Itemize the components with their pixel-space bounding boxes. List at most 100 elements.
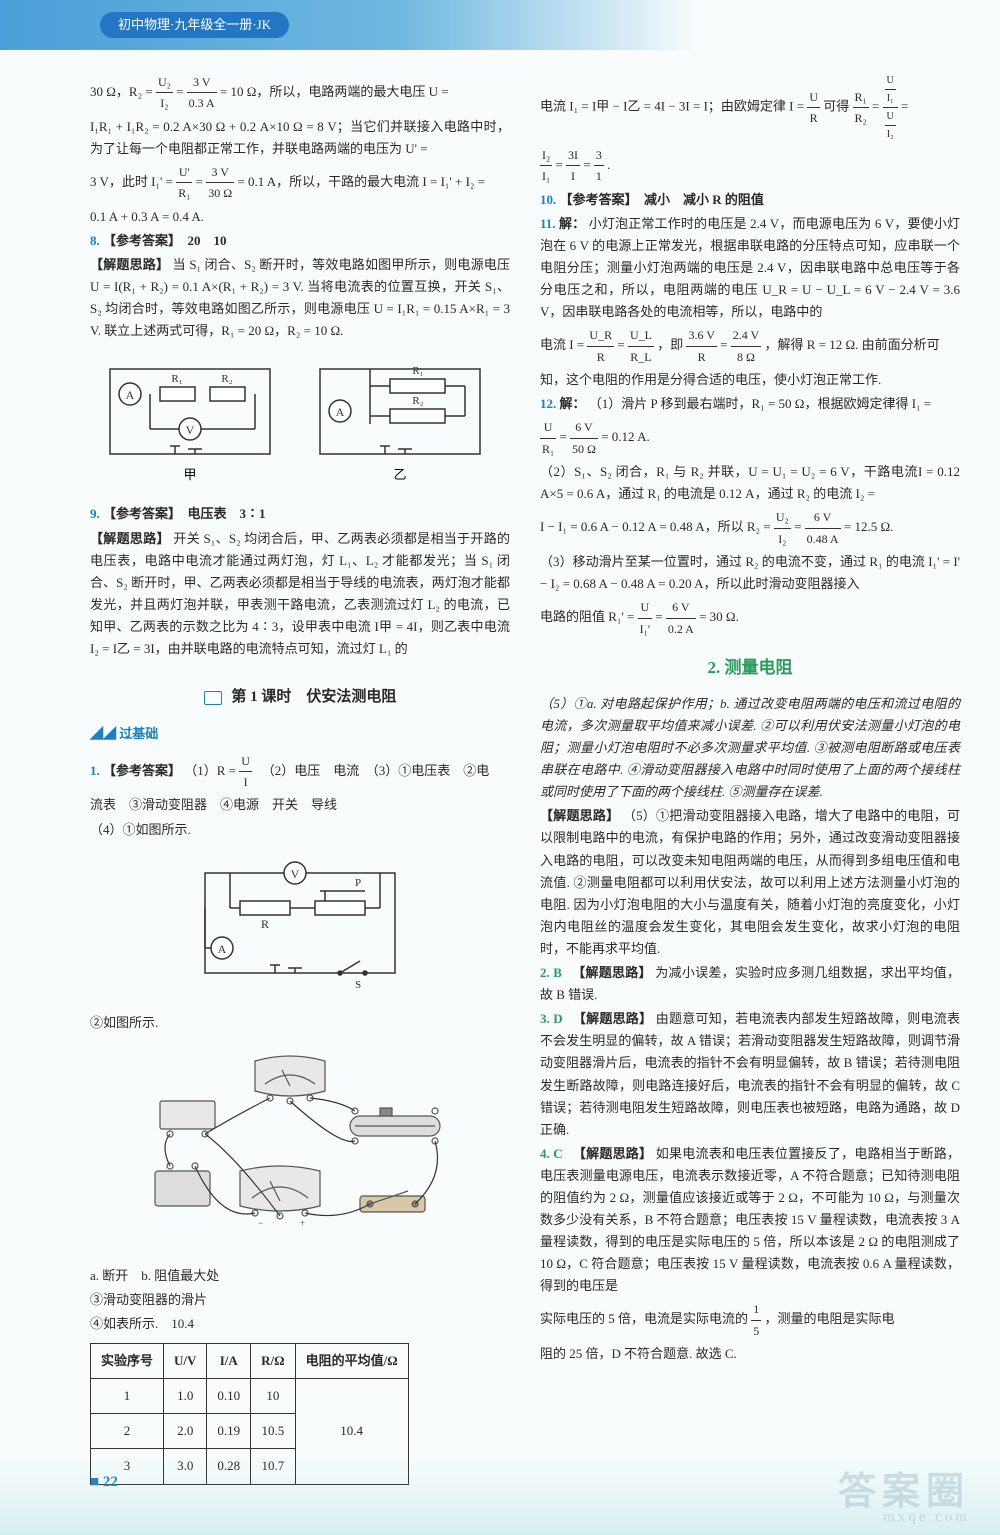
den: 30 Ω <box>206 183 234 203</box>
den: R <box>686 347 716 367</box>
q12-number: 12. <box>540 396 556 411</box>
q4-line2: 实际电压的 5 倍，电流是实际电流的 15 ，测量的电阻是实际电 <box>540 1299 960 1341</box>
apparatus-diagram: − + <box>90 1046 510 1253</box>
num: R₁ <box>853 87 869 108</box>
tv-icon <box>204 691 222 705</box>
text: = <box>555 157 566 172</box>
fraction: UR <box>807 87 820 129</box>
num: U_L <box>628 325 654 346</box>
text: 3 V，此时 I₁' = <box>90 174 176 189</box>
den: 1 <box>594 166 604 186</box>
td: 0.28 <box>207 1449 251 1484</box>
svg-text:P: P <box>355 877 361 889</box>
q1-line3: （4）①如图所示. <box>90 819 510 841</box>
q11: 11. 解： 小灯泡正常工作时的电压是 2.4 V，而电源电压为 6 V，要使小… <box>540 213 960 323</box>
num: U' <box>176 162 192 183</box>
fraction: 3.6 VR <box>686 325 716 367</box>
fraction: R₁R₂ <box>853 87 869 129</box>
fraction: 2.4 V8 Ω <box>731 325 761 367</box>
fraction: U'R₁ <box>176 162 192 204</box>
q4: 4. C 【解题思路】 如果电流表和电压表位置接反了，电路相当于断路，电压表测量… <box>540 1143 960 1298</box>
num: I₂ <box>540 145 552 166</box>
td: 3.0 <box>164 1449 207 1484</box>
fraction: 6 V0.2 A <box>666 597 696 639</box>
q1-3: ③滑动变阻器的滑片 <box>90 1289 510 1311</box>
q8-number: 8. <box>90 233 100 248</box>
apparatus-svg: − + <box>140 1046 460 1246</box>
th: U/V <box>164 1344 207 1379</box>
svg-text:−: − <box>258 1218 263 1228</box>
den: 0.2 A <box>666 619 696 639</box>
num: 3I <box>566 145 580 166</box>
td: 10.7 <box>251 1449 295 1484</box>
circuit-diagrams: A R₁ R₂ V 甲 <box>90 354 510 491</box>
num: U <box>239 751 252 772</box>
text: = <box>872 98 883 113</box>
svg-text:R₂: R₂ <box>412 395 423 407</box>
lesson-title: 第 1 课时 伏安法测电阻 <box>90 685 510 711</box>
page-number: 22 <box>90 1470 118 1496</box>
text: 电流 I₁ = I甲 − I乙 = 4I − 3I = I；由欧姆定律 I = <box>540 98 807 113</box>
num: 3.6 V <box>686 325 716 346</box>
q3-explain-label: 【解题思路】 <box>579 1011 652 1026</box>
den: R <box>587 347 614 367</box>
den: R_L <box>628 347 654 367</box>
num: 2.4 V <box>731 325 761 346</box>
svg-text:V: V <box>291 867 300 881</box>
svg-text:R₁: R₁ <box>171 373 182 385</box>
fraction: U₂I₂ <box>156 72 173 114</box>
num: 3 V <box>206 162 234 183</box>
th: 电阻的平均值/Ω <box>295 1344 408 1379</box>
page-header: 初中物理·九年级全一册·JK <box>0 0 1000 50</box>
text: = <box>196 174 207 189</box>
q12-line4: （3）移动滑片至某一位置时，通过 R₂ 的电流不变，通过 R₁ 的电流 I₁' … <box>540 551 960 595</box>
fraction: I₂I₁ <box>540 145 552 187</box>
q11-number: 11. <box>540 216 556 231</box>
q3: 3. D 【解题思路】 由题意可知，若电流表内部发生短路故障，则电流表不会发生明… <box>540 1008 960 1141</box>
p7-line2: I₁R₁ + I₁R₂ = 0.2 A×30 Ω + 0.2 A×10 Ω = … <box>90 116 510 160</box>
q12-line1b: UR₁ = 6 V50 Ω = 0.12 A. <box>540 417 960 459</box>
den: I₂ <box>156 93 173 113</box>
circuit-jia-label: 甲 <box>183 467 196 482</box>
q9-explain-text: 开关 S₁、S₂ 均闭合后，甲、乙两表必须都是相当于开路的电压表，电路中电流才能… <box>90 531 510 656</box>
text: （2）电压 电流 （3）①电压表 ②电 <box>255 763 489 778</box>
text: 可得 <box>823 98 849 113</box>
text: = 30 Ω. <box>699 609 739 624</box>
td: 2 <box>91 1414 164 1449</box>
fraction: U_RR <box>587 325 614 367</box>
den: 0.48 A <box>805 529 841 549</box>
fraction: UI₁' <box>638 597 652 639</box>
den: 8 Ω <box>731 347 761 367</box>
svg-text:S: S <box>355 979 361 991</box>
r-top2: I₂I₁ = 3II = 31 . <box>540 145 960 187</box>
q4-explain-label: 【解题思路】 <box>579 1146 652 1161</box>
q2-explain-label: 【解题思路】 <box>579 965 652 980</box>
circuit-diagram-2: V R P A <box>90 853 510 1000</box>
num: U₂ <box>774 507 791 528</box>
q3-explain-text: 由题意可知，若电流表内部发生短路故障，则电流表不会发生明显的偏转，故 A 错误；… <box>540 1011 960 1136</box>
q4-line3: 阻的 25 倍，D 不符合题意. 故选 C. <box>540 1343 960 1365</box>
q12-text1: （1）滑片 P 移到最右端时，R₁ = 50 Ω，根据欧姆定律得 I₁ = <box>589 396 931 411</box>
den: I₂ <box>774 529 791 549</box>
td: 10 <box>251 1379 295 1414</box>
fraction: 31 <box>594 145 604 187</box>
q1-answer-label: 【参考答案】 <box>103 763 181 778</box>
den: R₁ <box>540 439 556 459</box>
q4-number: 4. C <box>540 1146 563 1161</box>
svg-text:R₂: R₂ <box>221 373 232 385</box>
th: I/A <box>207 1344 251 1379</box>
num: U_R <box>587 325 614 346</box>
table-row: 1 1.0 0.10 10 10.4 <box>91 1379 409 1414</box>
text: . <box>607 157 610 172</box>
q8: 8. 【参考答案】 20 10 <box>90 230 510 252</box>
den: 5 <box>751 1321 761 1341</box>
text: ，即 <box>657 337 683 352</box>
q5-explain: 【解题思路】 （5）①把滑动变阻器接入电路，增大了电路中的电阻，可以限制电路中的… <box>540 805 960 960</box>
q12-line3: I − I₁ = 0.6 A − 0.12 A = 0.48 A，所以 R₂ =… <box>540 507 960 549</box>
td: 2.0 <box>164 1414 207 1449</box>
th: R/Ω <box>251 1344 295 1379</box>
q12-line5: 电路的阻值 R₁' = UI₁' = 6 V0.2 A = 30 Ω. <box>540 597 960 639</box>
q3-number: 3. D <box>540 1011 563 1026</box>
q5-explain-label: 【解题思路】 <box>540 808 619 823</box>
p7-line3: 3 V，此时 I₁' = U'R₁ = 3 V30 Ω = 0.1 A，所以，干… <box>90 162 510 204</box>
